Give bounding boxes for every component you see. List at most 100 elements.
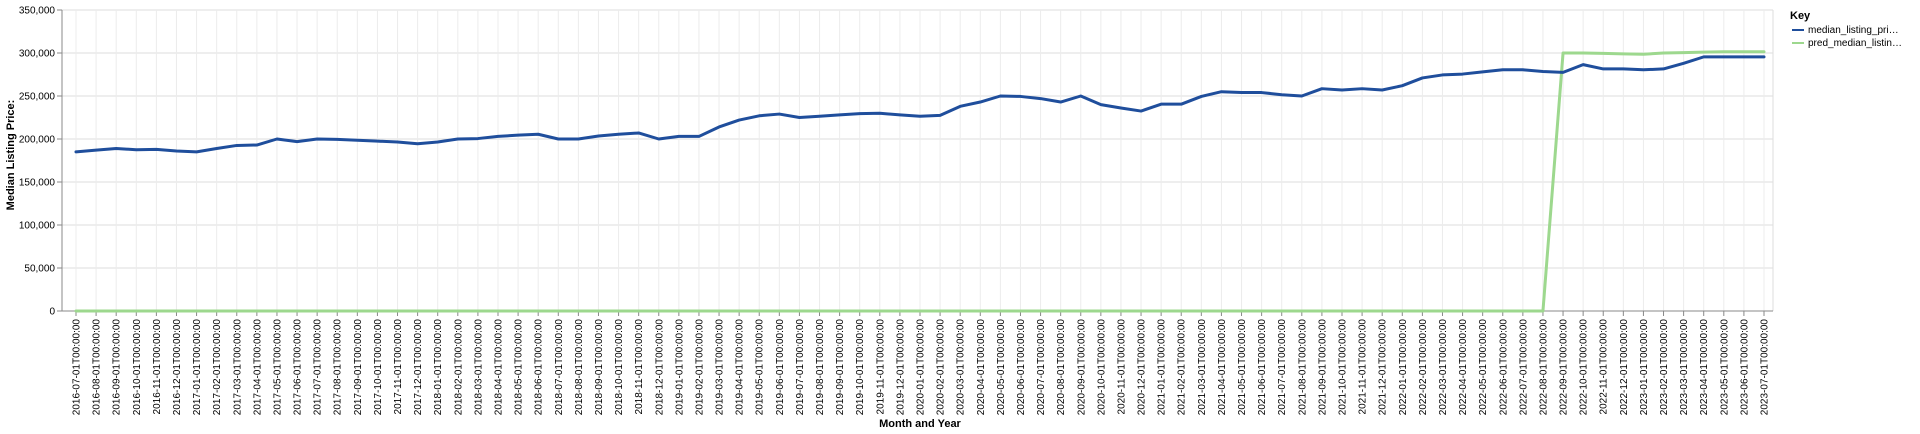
x-tick-label: 2018-03-01T00:00:00 (473, 319, 484, 416)
x-tick-label: 2017-08-01T00:00:00 (333, 319, 344, 416)
x-tick-label: 2018-01-01T00:00:00 (433, 319, 444, 416)
x-tick-label: 2021-04-01T00:00:00 (1217, 319, 1228, 416)
gridlines (62, 9, 1774, 312)
x-tick-label: 2017-06-01T00:00:00 (293, 319, 304, 416)
x-tick-label: 2022-01-01T00:00:00 (1398, 319, 1409, 416)
x-tick-label: 2023-03-01T00:00:00 (1679, 319, 1690, 416)
x-tick-label: 2020-01-01T00:00:00 (916, 319, 927, 416)
x-tick-label: 2021-10-01T00:00:00 (1338, 319, 1349, 416)
x-tick-label: 2023-01-01T00:00:00 (1639, 319, 1650, 416)
x-tick-label: 2018-02-01T00:00:00 (453, 319, 464, 416)
x-tick-label: 2022-12-01T00:00:00 (1619, 319, 1630, 416)
y-tick-label: 350,000 (19, 6, 56, 17)
x-tick-label: 2018-09-01T00:00:00 (594, 319, 605, 416)
x-tick-label: 2022-02-01T00:00:00 (1418, 319, 1429, 416)
x-tick-label: 2018-05-01T00:00:00 (514, 319, 525, 416)
x-tick-label: 2019-04-01T00:00:00 (735, 319, 746, 416)
x-tick-label: 2016-09-01T00:00:00 (112, 319, 123, 416)
x-tick-label: 2022-03-01T00:00:00 (1438, 319, 1449, 416)
y-tick-label: 0 (49, 307, 55, 318)
x-tick-label: 2017-03-01T00:00:00 (232, 319, 243, 416)
x-tick-label: 2022-11-01T00:00:00 (1599, 319, 1610, 415)
series-line-actual (74, 55, 1766, 154)
x-tick-label: 2021-08-01T00:00:00 (1297, 319, 1308, 416)
x-tick-label: 2019-10-01T00:00:00 (855, 319, 866, 416)
x-tick-label: 2022-07-01T00:00:00 (1518, 319, 1529, 416)
x-tick-label: 2023-06-01T00:00:00 (1739, 319, 1750, 416)
x-tick-label: 2020-02-01T00:00:00 (936, 319, 947, 416)
x-tick-label: 2019-01-01T00:00:00 (674, 319, 685, 416)
x-tick-label: 2019-03-01T00:00:00 (715, 319, 726, 416)
x-tick-label: 2021-11-01T00:00:00 (1358, 319, 1369, 415)
x-tick-label: 2019-02-01T00:00:00 (694, 319, 705, 416)
x-tick-label: 2017-04-01T00:00:00 (252, 319, 263, 416)
x-tick-label: 2021-07-01T00:00:00 (1277, 319, 1288, 416)
x-tick-label: 2018-11-01T00:00:00 (634, 319, 645, 415)
x-tick-label: 2021-06-01T00:00:00 (1257, 319, 1268, 416)
x-tick-label: 2020-08-01T00:00:00 (1056, 319, 1067, 416)
x-tick-label: 2019-11-01T00:00:00 (875, 319, 886, 415)
y-tick-label: 50,000 (24, 264, 55, 275)
y-tick-label: 150,000 (19, 178, 56, 189)
series-lines (74, 50, 1766, 313)
x-tick-label: 2018-12-01T00:00:00 (654, 319, 665, 416)
x-tick-label: 2017-10-01T00:00:00 (373, 319, 384, 416)
x-tick-label: 2019-09-01T00:00:00 (835, 319, 846, 416)
x-tick-label: 2016-10-01T00:00:00 (132, 319, 143, 416)
x-tick-label: 2019-08-01T00:00:00 (815, 319, 826, 416)
x-tick-label: 2016-07-01T00:00:00 (72, 319, 83, 416)
y-axis-title: Median Listing Price: (5, 100, 17, 211)
x-tick-label: 2022-05-01T00:00:00 (1478, 319, 1489, 416)
x-tick-label: 2021-03-01T00:00:00 (1197, 319, 1208, 416)
x-tick-label: 2022-06-01T00:00:00 (1498, 319, 1509, 416)
y-axis: 0 50,000 100,000 150,000 200,000 250,000 300,0… (19, 6, 63, 318)
x-tick-label: 2021-09-01T00:00:00 (1317, 319, 1328, 416)
y-tick-label: 300,000 (19, 49, 56, 60)
x-tick-label: 2020-12-01T00:00:00 (1137, 319, 1148, 416)
x-tick-label: 2023-04-01T00:00:00 (1699, 319, 1710, 416)
x-tick-label: 2017-12-01T00:00:00 (413, 319, 424, 416)
x-tick-label: 2020-11-01T00:00:00 (1116, 319, 1127, 415)
x-tick-label: 2021-01-01T00:00:00 (1157, 319, 1168, 416)
x-tick-label: 2021-02-01T00:00:00 (1177, 319, 1188, 416)
x-tick-label: 2023-07-01T00:00:00 (1760, 319, 1771, 416)
x-tick-label: 2020-09-01T00:00:00 (1076, 319, 1087, 416)
legend-label: median_listing_pri… (1808, 25, 1899, 36)
x-tick-label: 2021-12-01T00:00:00 (1378, 319, 1389, 416)
x-tick-label: 2021-05-01T00:00:00 (1237, 319, 1248, 416)
x-tick-label: 2018-06-01T00:00:00 (534, 319, 545, 416)
legend-title: Key (1790, 10, 1811, 22)
x-tick-label: 2017-01-01T00:00:00 (192, 319, 203, 416)
x-axis: 2016-07-01T00:00:00 2016-08-01T00:00:00 20… (62, 310, 1773, 416)
y-tick-label: 200,000 (19, 135, 56, 146)
legend-label: pred_median_listin… (1808, 38, 1902, 49)
x-tick-label: 2022-08-01T00:00:00 (1538, 319, 1549, 416)
x-tick-label: 2022-09-01T00:00:00 (1559, 319, 1570, 416)
x-tick-label: 2019-06-01T00:00:00 (775, 319, 786, 416)
x-axis-title: Month and Year (879, 418, 961, 430)
x-tick-label: 2022-04-01T00:00:00 (1458, 319, 1469, 416)
x-tick-label: 2017-05-01T00:00:00 (272, 319, 283, 416)
x-tick-label: 2017-02-01T00:00:00 (212, 319, 223, 416)
x-tick-label: 2020-07-01T00:00:00 (1036, 319, 1047, 416)
x-tick-label: 2020-06-01T00:00:00 (1016, 319, 1027, 416)
x-tick-label: 2023-02-01T00:00:00 (1659, 319, 1670, 416)
x-tick-label: 2022-10-01T00:00:00 (1579, 319, 1590, 416)
x-tick-label: 2018-04-01T00:00:00 (494, 319, 505, 416)
x-tick-label: 2020-05-01T00:00:00 (996, 319, 1007, 416)
x-tick-label: 2017-07-01T00:00:00 (313, 319, 324, 416)
x-tick-label: 2018-10-01T00:00:00 (614, 319, 625, 416)
y-tick-label: 100,000 (19, 221, 56, 232)
x-tick-label: 2017-11-01T00:00:00 (393, 319, 404, 415)
x-tick-label: 2023-05-01T00:00:00 (1719, 319, 1730, 416)
x-tick-label: 2019-07-01T00:00:00 (795, 319, 806, 416)
y-tick-label: 250,000 (19, 92, 56, 103)
x-tick-label: 2017-09-01T00:00:00 (353, 319, 364, 416)
x-tick-label: 2019-12-01T00:00:00 (895, 319, 906, 416)
x-tick-label: 2020-10-01T00:00:00 (1096, 319, 1107, 416)
x-tick-label: 2016-08-01T00:00:00 (92, 319, 103, 416)
x-tick-label: 2020-04-01T00:00:00 (976, 319, 987, 416)
x-tick-label: 2019-05-01T00:00:00 (755, 319, 766, 416)
x-tick-label: 2018-08-01T00:00:00 (574, 319, 585, 416)
